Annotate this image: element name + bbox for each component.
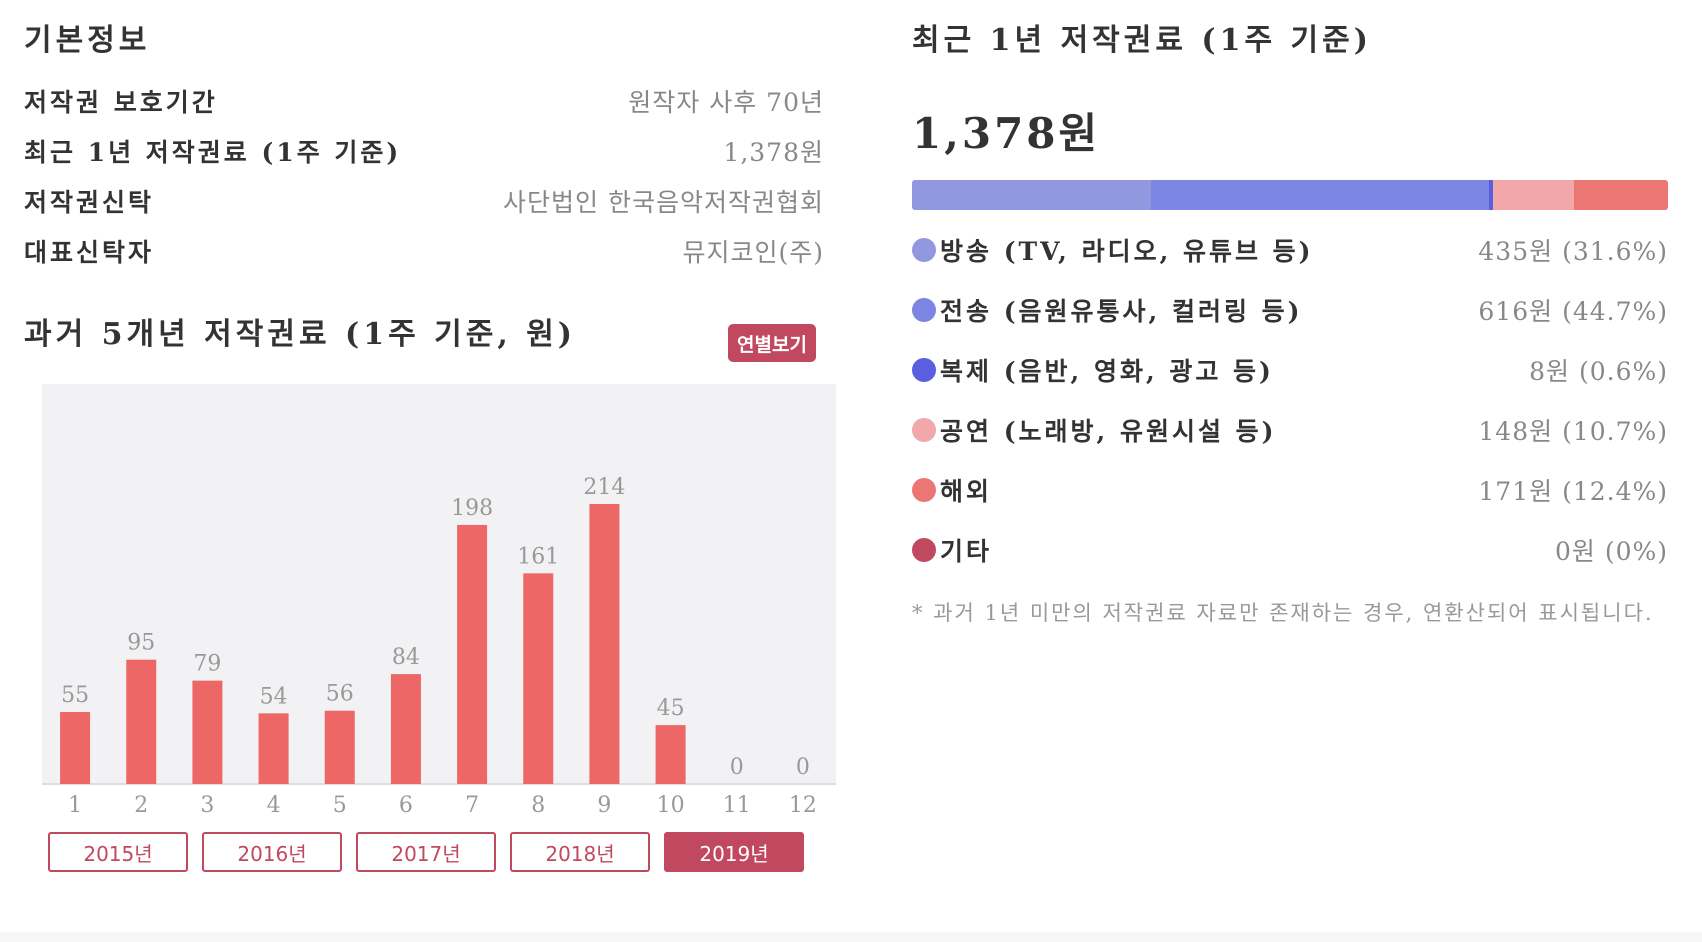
legend-row-transmission: 전송 (음원유통사, 컬러링 등) 616원 (44.7%) xyxy=(912,292,1668,328)
legend-value: 8원 (0.6%) xyxy=(1529,357,1668,386)
info-value: 원작자 사후 70년 xyxy=(628,88,824,117)
legend-row-broadcast: 방송 (TV, 라디오, 유튜브 등) 435원 (31.6%) xyxy=(912,232,1668,268)
info-row-protection-period: 저작권 보호기간 원작자 사후 70년 xyxy=(24,84,824,118)
legend-value: 148원 (10.7%) xyxy=(1478,417,1668,446)
bar-month-2[interactable] xyxy=(126,659,157,784)
footnote: * 과거 1년 미만의 저작권료 자료만 존재하는 경우, 연환산되어 표시됩니… xyxy=(912,601,1654,625)
legend-dot xyxy=(912,418,936,442)
x-tick-label-2: 2 xyxy=(134,793,148,814)
data-label-month-4: 54 xyxy=(260,684,288,709)
data-label-month-5: 56 xyxy=(326,682,354,707)
share-segment-reproduction xyxy=(1488,180,1494,210)
legend-label: 기타 xyxy=(940,537,993,566)
year-button-2019[interactable]: 2019년 xyxy=(664,832,804,872)
basic-info-title: 기본정보 xyxy=(24,23,151,58)
data-label-month-6: 84 xyxy=(392,645,420,670)
bar-month-5[interactable] xyxy=(324,710,355,784)
x-tick-label-9: 9 xyxy=(597,793,611,814)
x-tick-label-6: 6 xyxy=(399,793,413,814)
data-label-month-10: 45 xyxy=(657,696,685,721)
yearly-view-button[interactable]: 연별보기 xyxy=(728,324,816,362)
legend-label: 방송 (TV, 라디오, 유튜브 등) xyxy=(940,237,1314,266)
year-button-2016[interactable]: 2016년 xyxy=(202,832,342,872)
x-tick-label-10: 10 xyxy=(657,793,685,814)
legend-value: 616원 (44.7%) xyxy=(1478,297,1668,326)
share-segment-performance xyxy=(1493,180,1575,210)
x-tick-label-8: 8 xyxy=(531,793,545,814)
x-tick-label-5: 5 xyxy=(333,793,347,814)
legend-dot xyxy=(912,478,936,502)
recent-royalty-title: 최근 1년 저작권료 (1주 기준) xyxy=(912,23,1372,58)
legend-dot xyxy=(912,238,936,262)
info-label: 저작권 보호기간 xyxy=(24,88,218,117)
data-label-month-3: 79 xyxy=(193,652,221,677)
data-label-month-7: 198 xyxy=(451,496,493,521)
data-label-month-2: 95 xyxy=(127,631,155,656)
x-tick-label-3: 3 xyxy=(200,793,214,814)
x-tick-label-4: 4 xyxy=(267,793,281,814)
legend-label: 복제 (음반, 영화, 광고 등) xyxy=(940,357,1274,386)
legend-dot xyxy=(912,538,936,562)
legend-label: 공연 (노래방, 유원시설 등) xyxy=(940,417,1277,446)
legend-value: 171원 (12.4%) xyxy=(1478,477,1668,506)
info-value: 사단법인 한국음악저작권협회 xyxy=(503,188,824,217)
info-row-representative-trustee: 대표신탁자 뮤지코인(주) xyxy=(24,234,824,268)
page-bottom-divider xyxy=(0,932,1702,942)
x-tick-label-12: 12 xyxy=(789,793,817,814)
bar-month-3[interactable] xyxy=(192,680,223,784)
data-label-month-1: 55 xyxy=(61,683,89,708)
year-button-2015[interactable]: 2015년 xyxy=(48,832,188,872)
legend-row-reproduction: 복제 (음반, 영화, 광고 등) 8원 (0.6%) xyxy=(912,352,1668,388)
x-tick-label-7: 7 xyxy=(465,793,479,814)
data-label-month-8: 161 xyxy=(517,544,559,569)
legend-value: 0원 (0%) xyxy=(1554,537,1668,566)
data-label-month-12: 0 xyxy=(796,755,810,780)
info-row-trust-agency: 저작권신탁 사단법인 한국음악저작권협회 xyxy=(24,184,824,218)
bar-month-1[interactable] xyxy=(60,712,91,784)
monthly-royalty-chart: 55 1 95 2 79 3 54 4 56 5 84 6 198 7 161 8 214 9 45 10 0 11 0 12 xyxy=(42,384,836,814)
bar-month-8[interactable] xyxy=(523,573,554,784)
legend-row-performance: 공연 (노래방, 유원시설 등) 148원 (10.7%) xyxy=(912,412,1668,448)
year-selector: 2015년 2016년 2017년 2018년 2019년 xyxy=(48,832,804,872)
legend-label: 전송 (음원유통사, 컬러링 등) xyxy=(940,297,1303,326)
legend-row-other: 기타 0원 (0%) xyxy=(912,532,1668,568)
info-label: 저작권신탁 xyxy=(24,188,155,217)
royalty-share-bar xyxy=(912,180,1668,210)
legend-dot xyxy=(912,358,936,382)
data-label-month-11: 0 xyxy=(730,755,744,780)
bar-month-10[interactable] xyxy=(655,725,686,784)
info-row-recent-royalty: 최근 1년 저작권료 (1주 기준) 1,378원 xyxy=(24,134,824,168)
data-label-month-9: 214 xyxy=(583,475,625,500)
legend-value: 435원 (31.6%) xyxy=(1478,237,1668,266)
total-royalty-amount: 1,378원 xyxy=(912,109,1101,158)
bar-month-4[interactable] xyxy=(258,713,289,784)
legend-dot xyxy=(912,298,936,322)
legend-label: 해외 xyxy=(940,477,993,506)
year-button-2017[interactable]: 2017년 xyxy=(356,832,496,872)
legend-row-overseas: 해외 171원 (12.4%) xyxy=(912,472,1668,508)
bar-month-9[interactable] xyxy=(589,504,620,784)
info-label: 대표신탁자 xyxy=(24,238,155,267)
x-tick-label-11: 11 xyxy=(723,793,751,814)
share-segment-overseas xyxy=(1574,180,1668,210)
share-segment-transmission xyxy=(1150,180,1489,210)
chart-svg: 55 1 95 2 79 3 54 4 56 5 84 6 198 7 161 8 214 9 45 10 0 11 0 12 xyxy=(42,384,836,814)
x-tick-label-1: 1 xyxy=(68,793,82,814)
info-value: 1,378원 xyxy=(723,138,824,167)
info-label: 최근 1년 저작권료 (1주 기준) xyxy=(24,138,402,167)
chart-plot-area xyxy=(42,384,836,784)
bar-month-7[interactable] xyxy=(457,524,488,784)
past-royalty-title: 과거 5개년 저작권료 (1주 기준, 원) xyxy=(24,317,577,352)
bar-month-6[interactable] xyxy=(390,674,421,784)
year-button-2018[interactable]: 2018년 xyxy=(510,832,650,872)
info-value: 뮤지코인(주) xyxy=(682,238,824,267)
share-segment-broadcast xyxy=(912,180,1151,210)
